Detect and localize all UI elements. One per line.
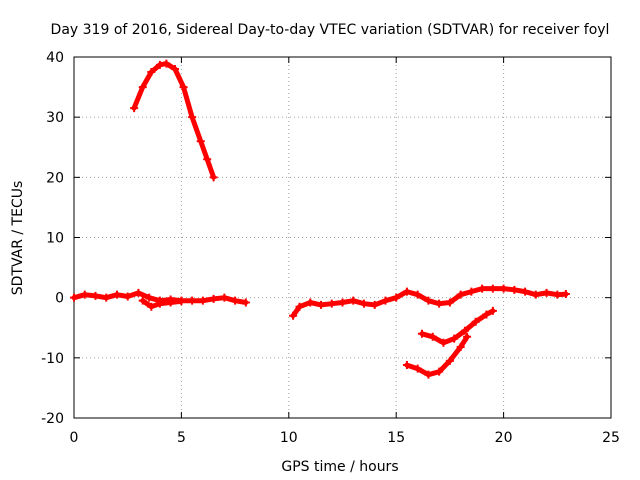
data-point — [467, 287, 476, 296]
data-point — [295, 302, 304, 311]
data-point — [134, 288, 143, 297]
data-point — [80, 290, 89, 299]
data-point — [147, 68, 156, 77]
data-point — [435, 299, 444, 308]
axis-ticks: 0 5 10 15 20 25 -20 -10 0 10 20 30 40 — [41, 50, 620, 446]
data-point — [463, 332, 472, 341]
data-series — [70, 59, 570, 379]
data-point — [155, 60, 164, 69]
data-point — [317, 300, 326, 309]
data-point — [203, 155, 212, 164]
data-point — [370, 300, 379, 309]
data-point — [349, 296, 358, 305]
series-arc-1 — [131, 61, 217, 180]
data-point — [196, 137, 205, 146]
data-point — [488, 284, 497, 293]
x-tick-label: 0 — [70, 430, 79, 446]
data-point — [155, 299, 164, 308]
data-point — [123, 292, 132, 301]
data-point — [241, 298, 250, 307]
data-point — [289, 311, 298, 320]
data-point — [456, 343, 465, 352]
x-axis-label: GPS time / hours — [281, 459, 398, 475]
data-point — [456, 290, 465, 299]
data-point — [70, 293, 78, 302]
data-point — [338, 298, 347, 307]
x-tick-label: 15 — [387, 430, 405, 446]
series-arc-5 — [419, 308, 496, 346]
data-point — [435, 367, 444, 376]
data-point — [413, 364, 422, 373]
data-point — [179, 83, 188, 92]
y-tick-label: 40 — [46, 50, 64, 66]
data-point — [359, 299, 368, 308]
chart-title: Day 319 of 2016, Sidereal Day-to-day VTE… — [51, 22, 610, 38]
y-tick-label: -10 — [41, 351, 64, 367]
data-point — [112, 290, 121, 299]
x-tick-label: 20 — [495, 430, 513, 446]
data-point — [553, 290, 562, 299]
data-point — [188, 296, 197, 305]
data-point — [220, 293, 229, 302]
data-point — [445, 356, 454, 365]
data-point — [402, 361, 411, 370]
data-point — [450, 334, 459, 343]
data-point — [445, 298, 454, 307]
data-point — [381, 296, 390, 305]
data-point — [439, 338, 448, 347]
data-point — [147, 302, 156, 311]
data-point — [417, 329, 426, 338]
data-point — [424, 296, 433, 305]
data-point — [499, 284, 508, 293]
data-point — [510, 285, 519, 294]
data-point — [478, 284, 487, 293]
data-point — [424, 370, 433, 379]
data-point — [231, 296, 240, 305]
data-point — [188, 113, 197, 122]
data-point — [327, 299, 336, 308]
data-point — [209, 294, 218, 303]
data-point — [209, 173, 218, 182]
data-point — [177, 297, 186, 306]
data-point — [162, 59, 171, 68]
data-point — [198, 296, 207, 305]
data-point — [306, 298, 315, 307]
data-point — [488, 306, 497, 315]
y-tick-label: 20 — [46, 170, 64, 186]
data-point — [166, 298, 175, 307]
y-tick-label: -20 — [41, 411, 64, 427]
data-point — [460, 326, 469, 335]
data-point — [102, 293, 111, 302]
data-point — [91, 291, 100, 300]
data-point — [130, 104, 139, 113]
data-point — [138, 83, 147, 92]
data-point — [170, 65, 179, 74]
x-tick-label: 5 — [177, 430, 186, 446]
y-tick-label: 0 — [55, 291, 64, 307]
data-point — [145, 293, 154, 302]
data-point — [402, 287, 411, 296]
y-tick-label: 10 — [46, 231, 64, 247]
y-tick-label: 30 — [46, 110, 64, 126]
y-axis-label: SDTVAR / TECUs — [10, 181, 26, 296]
data-point — [413, 290, 422, 299]
x-tick-label: 10 — [280, 430, 298, 446]
data-point — [561, 290, 570, 299]
x-tick-label: 25 — [602, 430, 620, 446]
data-point — [482, 310, 491, 319]
data-point — [521, 287, 530, 296]
grid — [74, 57, 611, 418]
data-point — [392, 293, 401, 302]
data-point — [531, 290, 540, 299]
data-point — [471, 317, 480, 326]
data-point — [138, 296, 147, 305]
data-point — [542, 288, 551, 297]
data-point — [428, 332, 437, 341]
